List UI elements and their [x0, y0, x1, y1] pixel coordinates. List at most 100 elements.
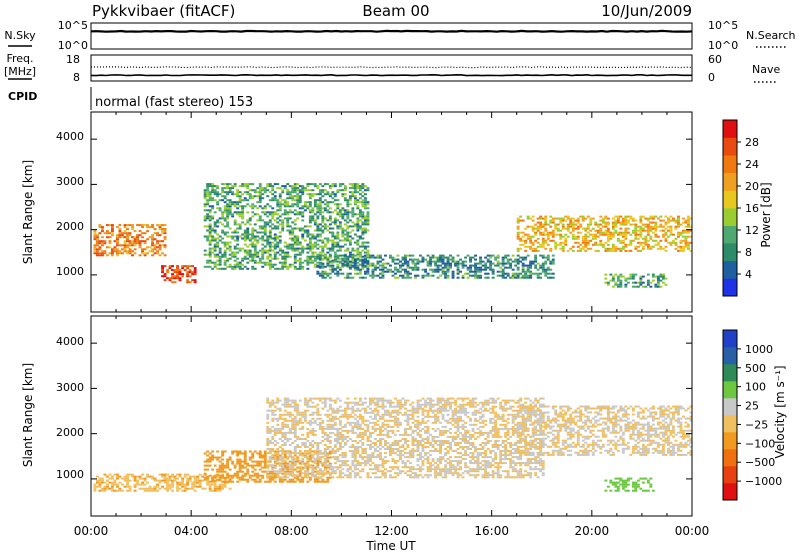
velocity-cell	[278, 464, 282, 467]
velocity-cell	[273, 470, 277, 473]
power-cell	[353, 233, 357, 236]
power-cell	[439, 274, 442, 277]
power-cell	[346, 231, 350, 234]
power-cell	[364, 185, 367, 188]
power-cell	[336, 231, 340, 234]
power-cell	[609, 237, 613, 240]
power-cell	[346, 201, 350, 204]
power-cell	[93, 250, 97, 253]
power-cell	[416, 260, 420, 263]
velocity-cell	[238, 470, 242, 473]
power-cell	[521, 243, 525, 246]
velocity-cell	[256, 472, 260, 475]
power-cell	[241, 233, 245, 236]
velocity-cell	[306, 431, 310, 434]
power-cell	[348, 266, 352, 269]
power-cell	[236, 203, 240, 206]
power-cell	[434, 260, 437, 263]
power-cell	[579, 225, 583, 228]
power-cell	[684, 219, 688, 222]
velocity-cell	[379, 427, 382, 430]
velocity-cell	[306, 474, 310, 477]
velocity-cell	[191, 475, 195, 478]
power-cell	[176, 277, 179, 280]
power-cell	[606, 283, 610, 286]
power-cell	[396, 270, 400, 273]
power-cell	[556, 227, 560, 230]
power-cell	[531, 235, 535, 238]
power-cell	[626, 219, 630, 222]
power-cell	[348, 195, 352, 198]
power-cell	[193, 279, 197, 282]
power-cell	[333, 221, 337, 224]
power-cell	[336, 270, 340, 273]
power-colorbar-tick-label: 16	[745, 202, 759, 215]
velocity-cell	[399, 399, 402, 402]
velocity-cell	[399, 411, 402, 414]
power-cell	[321, 225, 325, 228]
power-cell	[123, 226, 127, 229]
velocity-cell	[384, 409, 387, 412]
power-cell	[243, 243, 247, 246]
velocity-cell	[303, 466, 307, 469]
velocity-cell	[318, 480, 322, 483]
velocity-cell	[376, 464, 380, 467]
velocity-cell	[311, 440, 315, 442]
power-cell	[96, 250, 99, 253]
power-cell	[441, 260, 445, 263]
power-cell	[551, 254, 555, 257]
velocity-cell	[176, 487, 179, 490]
power-cell	[206, 229, 210, 232]
power-cell	[486, 266, 490, 269]
power-cell	[411, 254, 415, 257]
velocity-cell	[326, 440, 330, 442]
power-cell	[268, 229, 272, 232]
power-cell	[546, 237, 550, 240]
velocity-cell	[318, 476, 322, 479]
power-cell	[261, 261, 265, 264]
power-cell	[406, 270, 410, 273]
power-cell	[461, 260, 465, 263]
power-cell	[138, 230, 142, 233]
velocity-cell	[298, 468, 302, 471]
power-cell	[253, 239, 257, 242]
velocity-cell	[243, 460, 247, 463]
power-cell	[476, 274, 480, 277]
power-cell	[439, 264, 442, 267]
power-cell	[218, 239, 222, 242]
velocity-cell	[198, 483, 202, 486]
power-cell	[376, 266, 380, 269]
power-cell	[308, 249, 312, 252]
power-cell	[241, 217, 245, 220]
velocity-cell	[333, 427, 337, 430]
velocity-cell	[351, 446, 355, 448]
velocity-cell	[271, 456, 275, 459]
power-cell	[336, 199, 340, 202]
power-cell	[371, 270, 375, 273]
velocity-cell	[311, 464, 315, 467]
power-cell	[253, 237, 257, 240]
velocity-cell	[238, 466, 242, 469]
power-cell	[251, 205, 255, 208]
velocity-cell	[371, 446, 375, 448]
power-cell	[476, 266, 480, 269]
power-cell	[236, 251, 240, 254]
power-cell	[331, 241, 335, 244]
velocity-cell	[163, 477, 167, 480]
velocity-cell	[409, 454, 412, 457]
power-cell	[333, 217, 337, 220]
velocity-cell	[364, 456, 367, 459]
power-colorbar-swatch	[723, 120, 737, 138]
velocity-cell	[333, 462, 337, 465]
velocity-cell	[371, 456, 375, 459]
power-cell	[356, 225, 360, 228]
power-cell	[238, 195, 242, 198]
power-cell	[218, 263, 222, 266]
power-cell	[331, 266, 335, 269]
power-cell	[549, 215, 553, 218]
power-cell	[687, 241, 690, 244]
velocity-cell	[211, 454, 215, 457]
power-cell	[551, 229, 555, 232]
power-cell	[366, 187, 370, 190]
power-cell	[156, 246, 159, 249]
